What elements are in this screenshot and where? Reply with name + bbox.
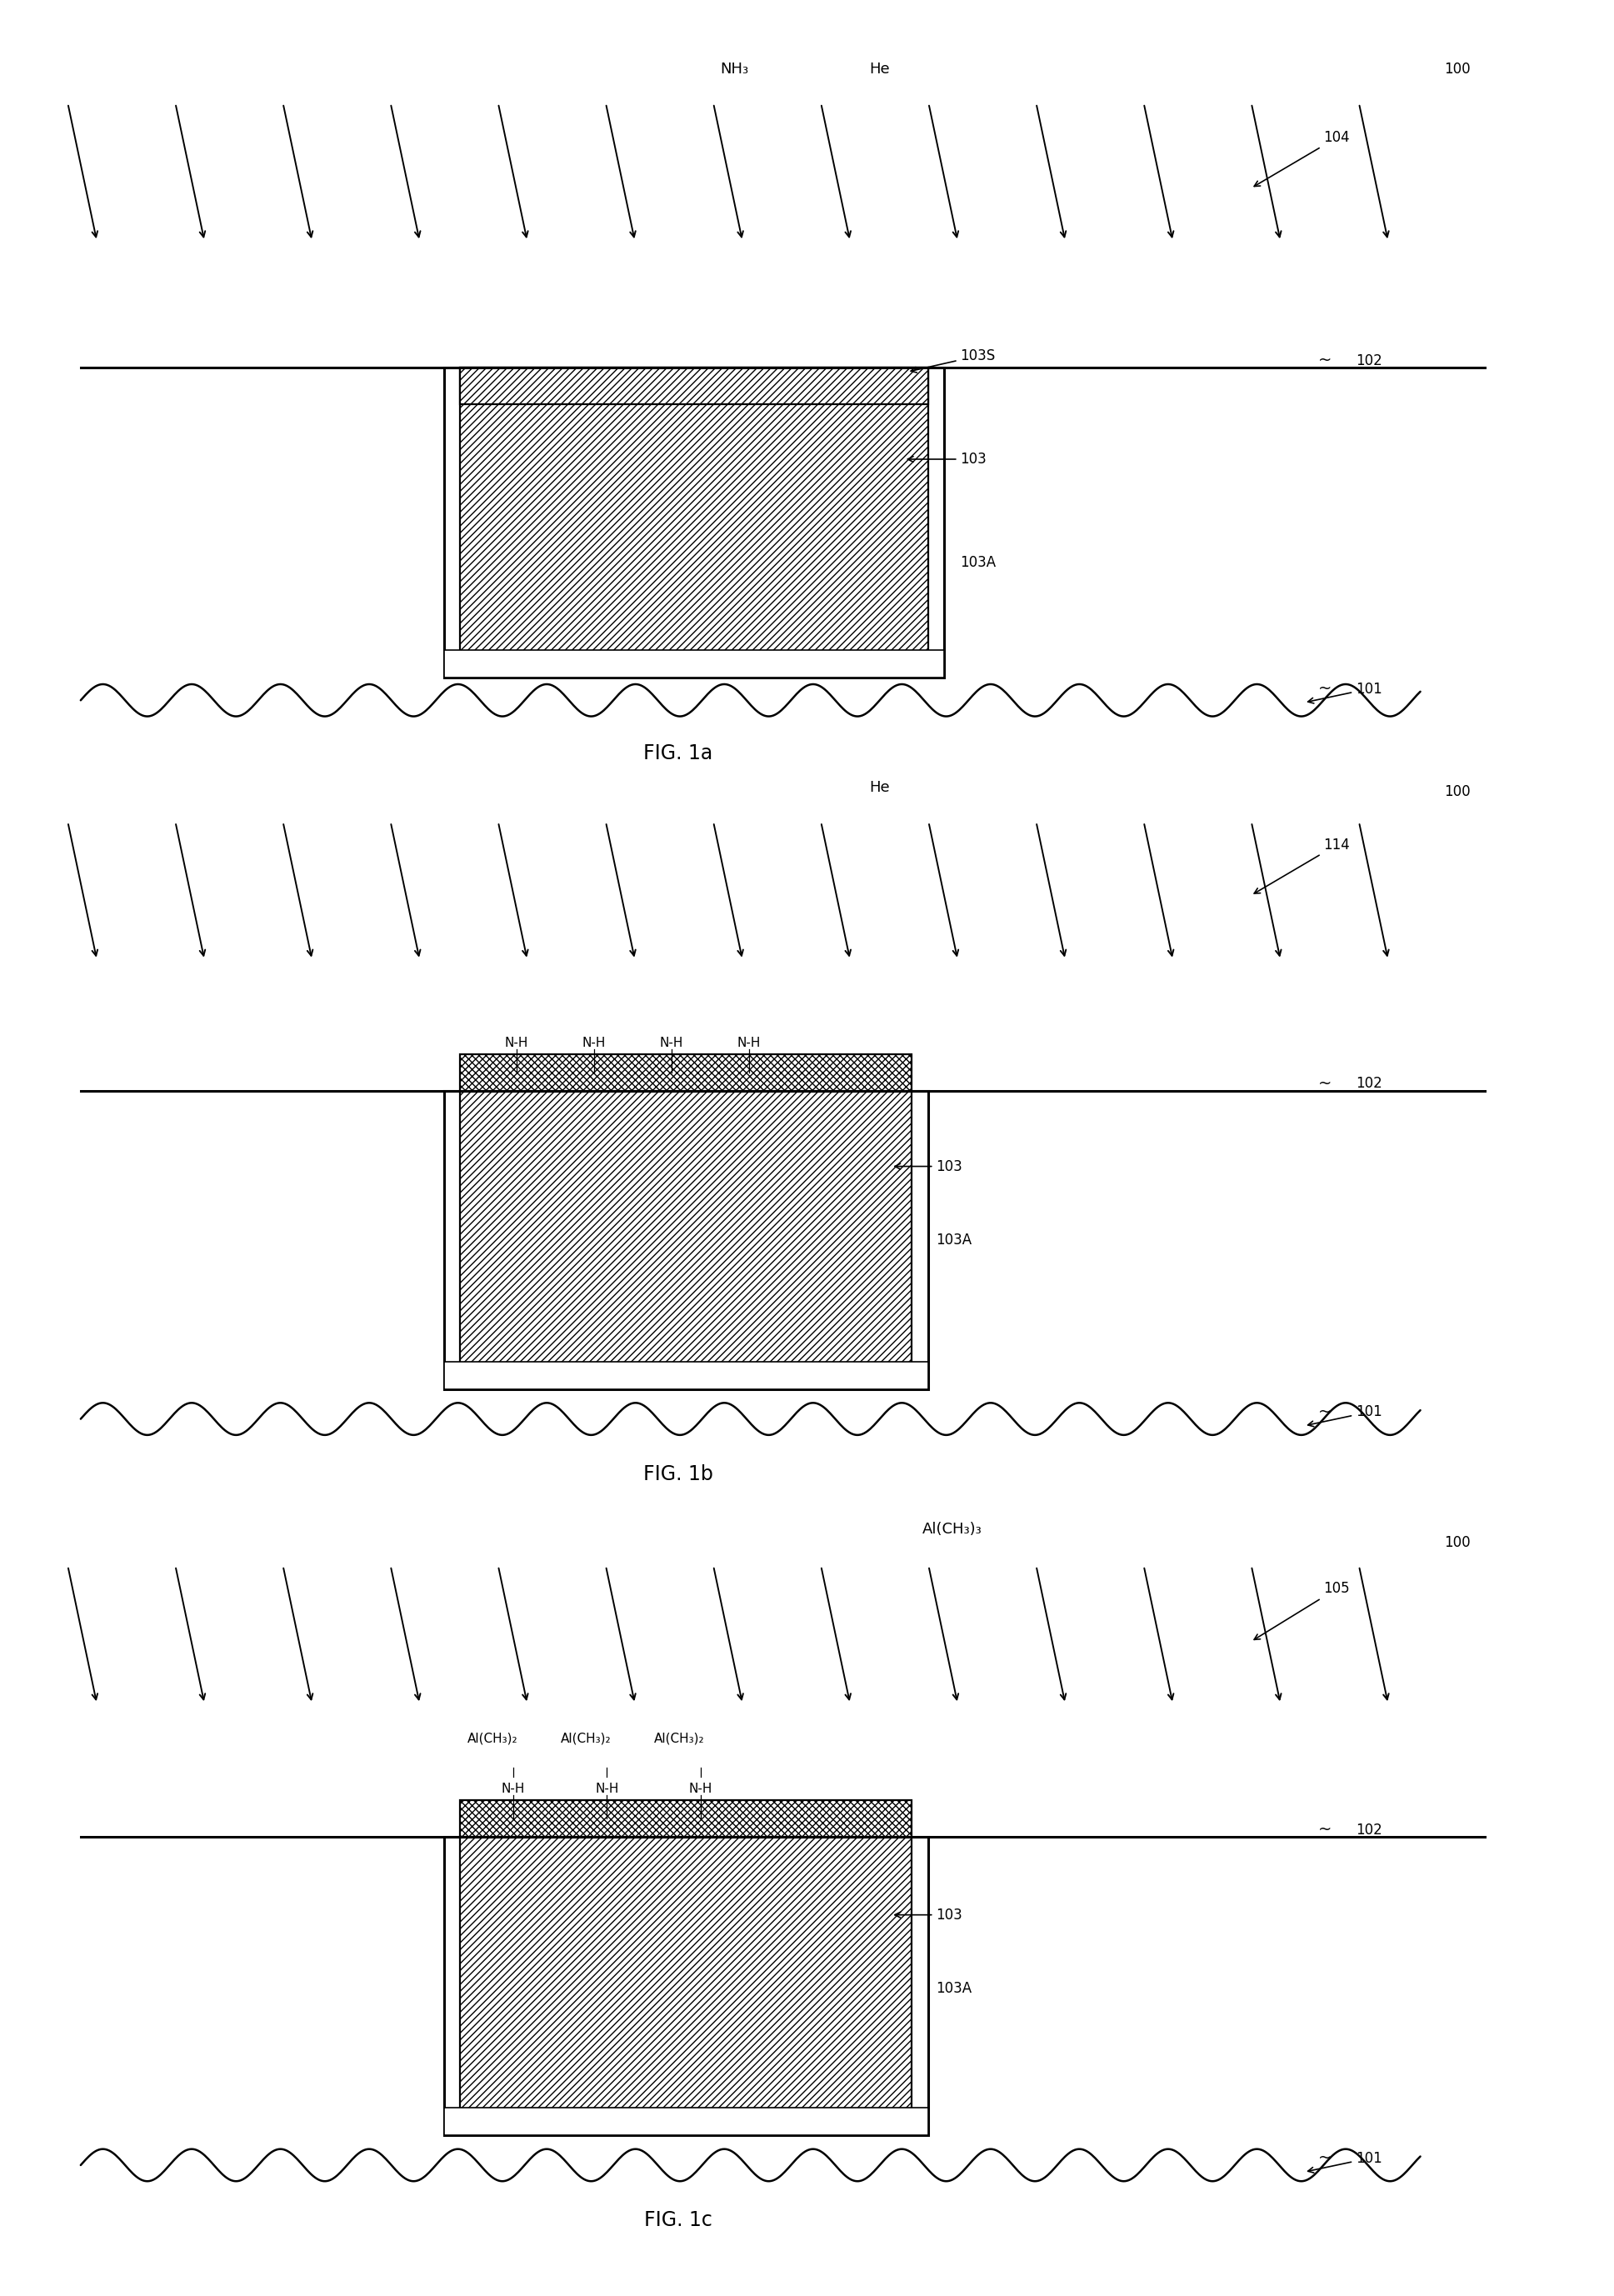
Text: ~: ~: [1319, 682, 1332, 696]
Text: 105: 105: [1254, 1582, 1349, 1639]
Text: 103A: 103A: [936, 1981, 972, 1995]
Text: 104: 104: [1254, 131, 1349, 186]
Bar: [444, 2108, 928, 2135]
Bar: [444, 1837, 928, 2135]
Text: 102: 102: [1356, 1077, 1382, 1091]
Bar: [460, 1837, 912, 2112]
Bar: [444, 650, 944, 677]
Text: NH₃: NH₃: [720, 62, 749, 76]
Text: N-H: N-H: [738, 1038, 760, 1049]
Text: 101: 101: [1307, 1405, 1382, 1426]
Text: 114: 114: [1254, 838, 1349, 893]
Text: ~: ~: [1319, 1823, 1332, 1837]
Text: He: He: [870, 781, 889, 794]
Bar: [460, 1091, 912, 1366]
Text: N-H: N-H: [596, 1784, 618, 1795]
Text: N-H: N-H: [505, 1038, 528, 1049]
Bar: [444, 1091, 928, 1389]
Text: Al(CH₃)₂: Al(CH₃)₂: [560, 1733, 612, 1745]
Text: FIG. 1c: FIG. 1c: [644, 2211, 712, 2229]
Bar: [460, 1054, 912, 1091]
Text: N-H: N-H: [502, 1784, 525, 1795]
Text: Al(CH₃)₃: Al(CH₃)₃: [922, 1522, 983, 1536]
Text: 100: 100: [1445, 785, 1470, 799]
Text: 100: 100: [1445, 1536, 1470, 1550]
Text: 100: 100: [1445, 62, 1470, 76]
Text: He: He: [870, 62, 889, 76]
Bar: [460, 367, 928, 654]
Text: N-H: N-H: [583, 1038, 605, 1049]
Text: ~: ~: [1319, 1077, 1332, 1091]
Text: ~: ~: [1319, 1405, 1332, 1419]
Text: 103A: 103A: [936, 1233, 972, 1247]
Text: N-H: N-H: [660, 1038, 683, 1049]
Text: FIG. 1a: FIG. 1a: [644, 744, 712, 762]
Text: Al(CH₃)₂: Al(CH₃)₂: [654, 1733, 705, 1745]
Text: ~: ~: [1319, 354, 1332, 367]
Bar: [444, 367, 944, 677]
Text: 103A: 103A: [960, 556, 996, 569]
Text: 103S: 103S: [910, 349, 996, 372]
Text: Al(CH₃)₂: Al(CH₃)₂: [466, 1733, 518, 1745]
Text: FIG. 1b: FIG. 1b: [642, 1465, 713, 1483]
Text: 102: 102: [1356, 1823, 1382, 1837]
Text: 101: 101: [1307, 2151, 1382, 2172]
Bar: [460, 367, 928, 404]
Text: ~: ~: [1319, 2151, 1332, 2165]
Text: 101: 101: [1307, 682, 1382, 703]
Text: 103: 103: [907, 452, 986, 466]
Bar: [444, 1362, 928, 1389]
Text: N-H: N-H: [689, 1784, 712, 1795]
Text: 102: 102: [1356, 354, 1382, 367]
Bar: [460, 1800, 912, 1837]
Text: 103: 103: [894, 1908, 962, 1922]
Text: 103: 103: [894, 1159, 962, 1173]
